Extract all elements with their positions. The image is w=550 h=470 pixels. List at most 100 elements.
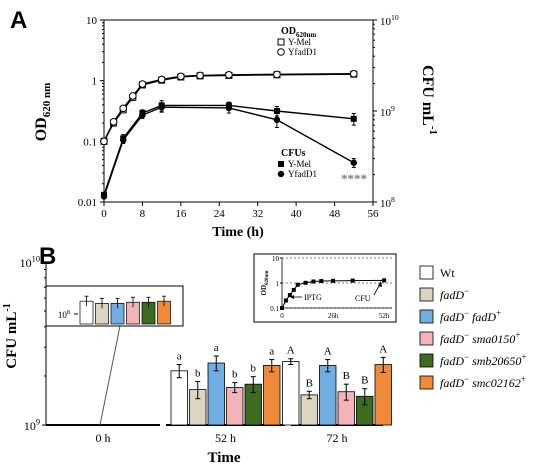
inset-growth-y-tick-label: 10: [272, 255, 280, 263]
panel-a-ylabel-left: OD620 nm: [33, 83, 53, 142]
b-y-tick-label: 1010: [20, 255, 40, 270]
b-category-label: 52 h: [215, 431, 236, 445]
inset-growth-point: [303, 280, 308, 285]
panel-b-xlabel: Time: [207, 450, 240, 466]
b-bar: [374, 364, 392, 426]
b-sig-letter: b: [232, 369, 238, 381]
panel-a-ylabel-right: CFU mL-1: [419, 65, 439, 135]
legend-swatch: [419, 309, 434, 324]
inset-growth-point: [311, 279, 316, 284]
a-point-filled-circle: [225, 104, 233, 112]
a-point-filled-circle: [350, 159, 357, 166]
b-bar: [282, 361, 300, 426]
inset-growth-point: [283, 298, 288, 303]
a-x-tick-label: 8: [140, 208, 146, 220]
b-sig-letter: B: [306, 377, 313, 389]
legend-label: fadD− fadD+: [440, 308, 501, 324]
b-sig-letter: a: [214, 342, 219, 354]
inset-growth-y-label: OD620nm: [260, 270, 270, 296]
a-point-filled-circle: [139, 111, 146, 119]
od-legend-circle-marker: [277, 48, 285, 56]
legend-swatch: [419, 331, 434, 346]
od-legend-title: OD620nm: [281, 26, 316, 39]
b-sig-letter: B: [343, 370, 350, 382]
a-point-filled-circle: [100, 193, 108, 200]
a-point-open-circle: [196, 71, 204, 80]
iptg-label: IPTG: [304, 293, 322, 302]
a-point-open-circle: [109, 117, 118, 126]
inset-growth-y-tick-label: 0.1: [270, 305, 279, 313]
panel-b-label: B: [39, 243, 56, 270]
panel-a-label: A: [10, 7, 27, 34]
legend-label: fadD− smb20650+: [440, 352, 527, 368]
inset-growth-point: [382, 278, 387, 283]
a-yl-tick-label: 10: [86, 15, 98, 27]
a-yr-tick-label: 108: [380, 195, 395, 210]
panel-b-legend: Wt fadD− fadD− fadD+ fadD− sma0150+ fadD− sm…: [419, 265, 527, 390]
b-sig-letter: b: [251, 363, 257, 375]
cfu-legend-square-marker: [278, 161, 284, 167]
a-series-line-3: [103, 106, 355, 197]
cfu-legend: CFUs Y-Mel YfadD1: [277, 148, 317, 179]
cfu-legend-item-yfadd1: YfadD1: [288, 169, 317, 179]
a-x-tick-label: 48: [329, 208, 341, 220]
inset-growth-point: [331, 278, 336, 283]
a-point-open-circle: [129, 92, 137, 100]
legend-label: fadD−: [440, 286, 469, 302]
a-point-filled-circle: [120, 136, 127, 144]
b-bar: [319, 365, 337, 426]
b-sig-letter: B: [361, 375, 368, 387]
inset-growth-point: [280, 306, 284, 310]
b-category-label: 72 h: [327, 431, 348, 445]
inset-growth-x-tick-label: 0: [280, 312, 284, 320]
a-point-open-circle: [157, 75, 166, 84]
b-bar: [170, 370, 188, 426]
legend-label: fadD− sma0150+: [440, 330, 521, 346]
inset-growth-point: [350, 278, 355, 283]
b-sig-letter: A: [287, 345, 295, 357]
a-x-tick-label: 56: [368, 208, 380, 220]
cfu-label: CFU: [355, 294, 371, 303]
panel-b-ylabel: CFU mL-1: [2, 303, 20, 368]
b-bar: [207, 362, 225, 426]
b-sig-letter: b: [195, 367, 201, 379]
od-legend-item-ymel: Y-Mel: [288, 37, 311, 47]
panel-a-chart: A 0 8 16 24 32 40 48 56 0.01 0.1 1 10 108 109 1010 OD6…: [10, 7, 439, 240]
a-series-line-2: [103, 104, 354, 196]
inset-growth-point: [295, 282, 300, 287]
a-x-tick-label: 0: [101, 208, 107, 220]
b-sig-letter: A: [324, 346, 332, 358]
legend-label: fadD− smc02162+: [440, 374, 526, 390]
cfu-legend-item-ymel: Y-Mel: [288, 159, 311, 169]
inset-growth-x-tick-label: 26h: [328, 312, 339, 320]
a-x-tick-label: 24: [214, 208, 226, 220]
a-x-tick-label: 16: [175, 208, 187, 220]
b-sig-letter: a: [177, 351, 182, 363]
inset-growth-frame: [253, 253, 397, 323]
a-x-tick-label: 32: [252, 208, 263, 220]
legend-swatch: [419, 353, 434, 368]
a-yl-tick-label: 1: [92, 76, 98, 88]
inset-growth-curve: 0.1 1 10 0 26h 52h OD620nm IPTG CFU: [253, 253, 397, 323]
significance-annotation: ****: [341, 171, 367, 186]
b-category-label: 0 h: [96, 431, 111, 445]
inset-connector-line: [99, 325, 121, 426]
a-point-open-circle: [138, 80, 147, 88]
od-legend: OD620nm Y-Mel YfadD1: [277, 26, 317, 57]
a-point-filled-circle: [273, 116, 281, 124]
inset-growth-point: [287, 293, 292, 298]
cfu-legend-title: CFUs: [281, 148, 306, 159]
inset-growth-point: [319, 279, 324, 284]
a-point-open-circle: [225, 70, 233, 79]
od-legend-item-yfadd1: YfadD1: [288, 47, 317, 57]
a-point-open-circle: [119, 104, 128, 113]
b-y-tick-label: 109: [24, 418, 40, 433]
a-point-filled-square: [350, 115, 357, 122]
a-yr-tick-label: 1010: [380, 13, 399, 28]
a-point-filled-circle: [158, 104, 165, 111]
inset-growth-point: [291, 287, 296, 292]
inset-growth-x-tick-label: 52h: [379, 312, 390, 320]
b-sig-letter: A: [379, 343, 387, 355]
